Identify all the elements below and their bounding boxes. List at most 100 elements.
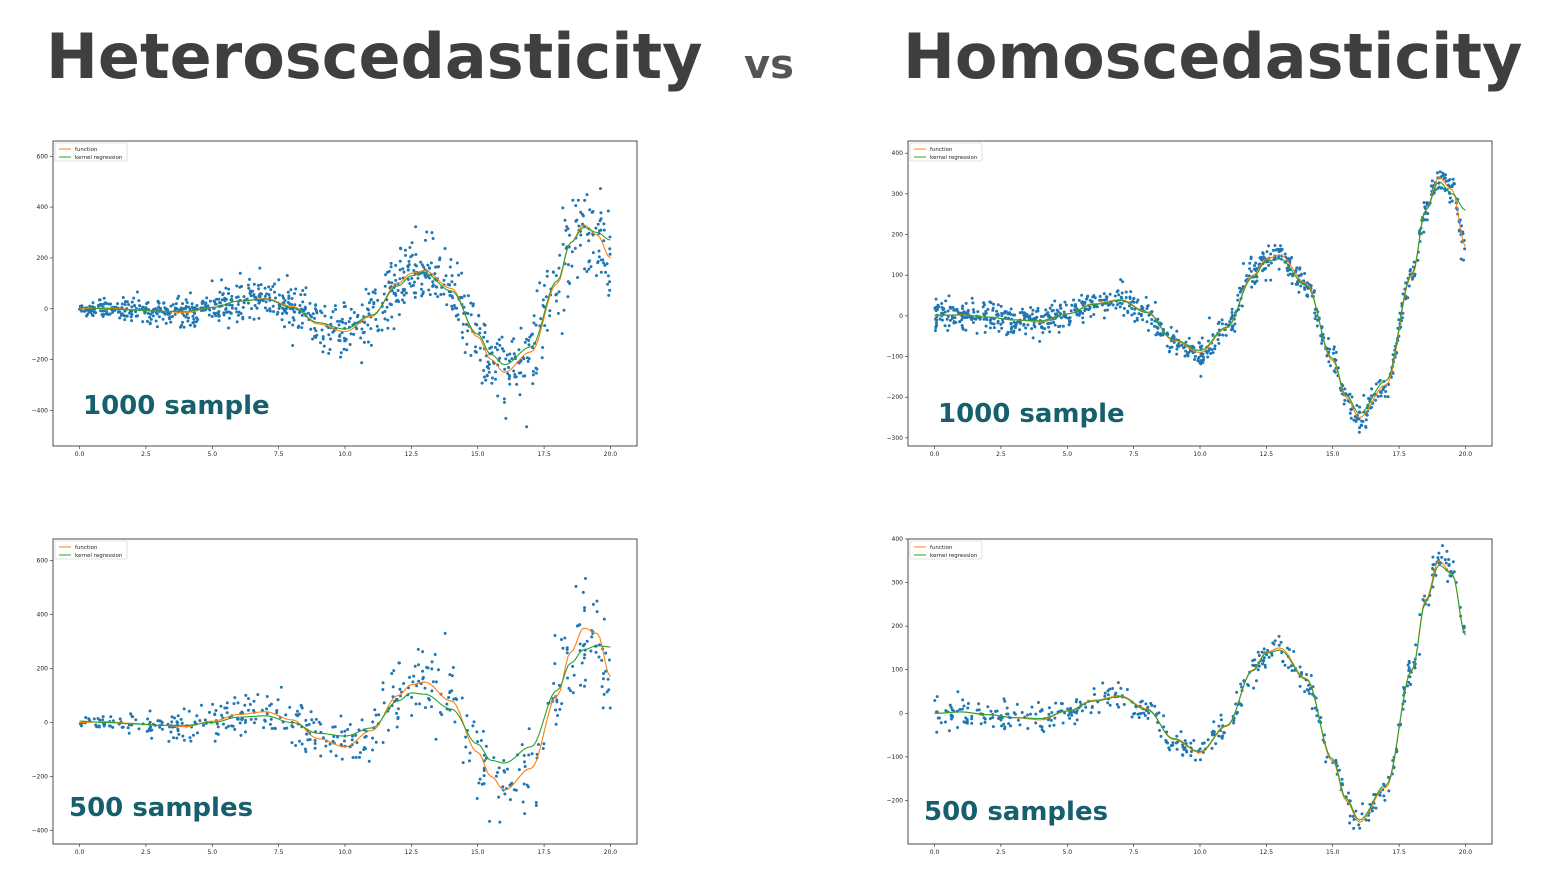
data-point (1198, 747, 1202, 751)
data-point (1133, 319, 1137, 323)
data-point (224, 307, 228, 311)
data-point (602, 692, 606, 696)
data-point (322, 344, 326, 348)
data-point (313, 307, 317, 311)
data-point (1106, 693, 1110, 697)
data-point (1098, 294, 1102, 298)
data-point (348, 342, 352, 346)
data-point (570, 264, 574, 268)
data-point (315, 311, 319, 315)
data-point (937, 305, 941, 309)
data-point (253, 304, 257, 308)
data-point (313, 746, 317, 750)
data-point (108, 312, 112, 316)
data-point (1220, 318, 1224, 322)
data-point (574, 219, 578, 223)
data-point (1116, 681, 1120, 685)
data-point (1210, 348, 1214, 352)
data-point (1443, 176, 1447, 180)
data-point (1332, 369, 1336, 373)
data-point (280, 318, 284, 322)
data-point (1121, 280, 1125, 284)
data-point (163, 312, 167, 316)
data-point (169, 320, 173, 324)
data-point (1443, 558, 1447, 562)
data-point (100, 313, 104, 317)
data-point (193, 324, 197, 328)
data-point (419, 260, 423, 264)
data-point (346, 727, 350, 731)
data-point (290, 297, 294, 300)
data-point (246, 301, 250, 305)
data-point (149, 317, 153, 321)
data-point (1297, 290, 1301, 294)
data-point (1036, 306, 1040, 310)
data-point (265, 694, 269, 698)
data-point (484, 378, 488, 382)
data-point (150, 736, 154, 740)
data-point (571, 198, 575, 202)
data-point (371, 736, 375, 740)
data-point (1211, 351, 1215, 355)
data-point (421, 290, 425, 294)
data-point (265, 308, 269, 312)
data-point (1232, 721, 1236, 725)
data-point (327, 351, 331, 355)
data-point (1299, 273, 1303, 277)
legend-kernel-label: kernel regression (930, 155, 978, 161)
data-point (589, 265, 593, 269)
data-point (1269, 261, 1273, 265)
data-point (502, 349, 506, 353)
data-point (1298, 266, 1302, 270)
data-point (1192, 738, 1196, 742)
data-point (1361, 802, 1365, 806)
data-point (191, 733, 195, 737)
data-point (537, 742, 541, 746)
data-point (301, 289, 305, 293)
data-point (425, 230, 429, 234)
data-point (1172, 340, 1176, 344)
data-point (989, 709, 993, 713)
data-point (125, 300, 129, 304)
data-point (1250, 285, 1254, 289)
data-point (244, 730, 248, 734)
data-point (556, 311, 560, 315)
data-point (243, 703, 247, 707)
data-point (1206, 738, 1210, 742)
data-point (465, 322, 468, 326)
data-point (1077, 298, 1081, 302)
data-point (585, 639, 589, 643)
data-point (1279, 640, 1283, 644)
data-point (934, 321, 938, 325)
data-point (1088, 307, 1092, 311)
data-point (384, 273, 387, 277)
data-point (439, 292, 443, 296)
data-point (962, 704, 966, 708)
data-point (91, 314, 95, 318)
data-point (1118, 305, 1122, 309)
data-point (1051, 308, 1055, 312)
data-point (176, 727, 180, 731)
data-point (329, 315, 333, 319)
data-point (214, 709, 218, 713)
data-point (188, 307, 192, 311)
data-point (937, 716, 941, 720)
data-point (293, 292, 297, 296)
data-point (1171, 743, 1175, 747)
data-point (502, 397, 506, 401)
data-point (1439, 186, 1443, 190)
data-point (443, 246, 447, 250)
data-point (1314, 314, 1318, 318)
data-point (1260, 650, 1264, 654)
data-point (385, 305, 389, 309)
data-point (1028, 712, 1032, 716)
y-tick-label: 400 (892, 536, 904, 543)
data-point (383, 284, 387, 288)
data-point (397, 300, 401, 304)
data-point (184, 298, 188, 302)
data-point (1201, 355, 1205, 359)
data-point (1081, 311, 1085, 315)
data-point (195, 731, 199, 735)
data-point (1299, 671, 1303, 674)
